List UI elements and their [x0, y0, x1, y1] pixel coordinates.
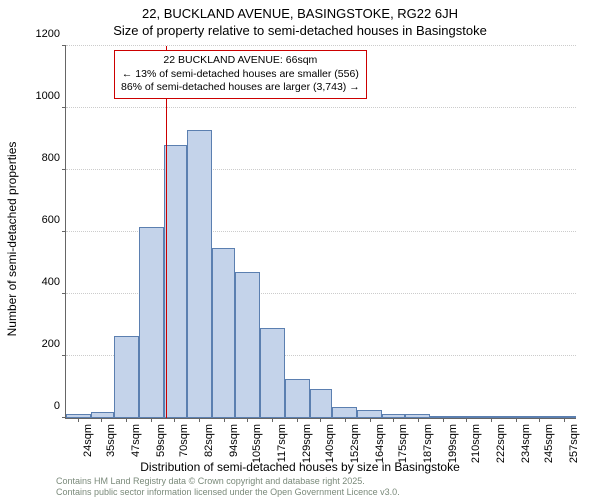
- ytick-label: 0: [54, 400, 66, 412]
- xtick-label: 117sqm: [276, 424, 288, 462]
- xtick-mark: [345, 418, 346, 422]
- histogram-bar: [164, 145, 187, 418]
- ytick-label: 1000: [36, 90, 66, 102]
- y-axis-label: Number of semi-detached properties: [5, 142, 19, 337]
- footer-attribution: Contains HM Land Registry data © Crown c…: [56, 476, 400, 498]
- xtick-mark: [539, 418, 540, 422]
- histogram-bar: [528, 416, 551, 418]
- annotation-line-3: 86% of semi-detached houses are larger (…: [121, 81, 360, 95]
- ytick-mark: [62, 355, 66, 356]
- xtick-mark: [418, 418, 419, 422]
- xtick-label: 35sqm: [105, 424, 117, 457]
- gridline: [66, 169, 576, 170]
- xtick-mark: [443, 418, 444, 422]
- xtick-mark: [491, 418, 492, 422]
- histogram-bar: [260, 328, 285, 418]
- annotation-box: 22 BUCKLAND AVENUE: 66sqm ← 13% of semi-…: [114, 50, 367, 99]
- xtick-mark: [174, 418, 175, 422]
- xtick-mark: [297, 418, 298, 422]
- xtick-label: 59sqm: [155, 424, 167, 457]
- xtick-mark: [247, 418, 248, 422]
- xtick-label: 175sqm: [397, 424, 409, 463]
- xtick-label: 47sqm: [130, 424, 142, 457]
- title-line-2: Size of property relative to semi-detach…: [0, 23, 600, 40]
- xtick-label: 140sqm: [324, 424, 336, 463]
- histogram-chart: 22, BUCKLAND AVENUE, BASINGSTOKE, RG22 6…: [0, 0, 600, 500]
- histogram-bar: [285, 379, 310, 418]
- title-line-1: 22, BUCKLAND AVENUE, BASINGSTOKE, RG22 6…: [0, 6, 600, 23]
- histogram-bar: [212, 248, 235, 419]
- ytick-mark: [62, 45, 66, 46]
- annotation-line-2: ← 13% of semi-detached houses are smalle…: [121, 68, 360, 82]
- xtick-mark: [224, 418, 225, 422]
- xtick-mark: [126, 418, 127, 422]
- xtick-label: 82sqm: [203, 424, 215, 457]
- histogram-bar: [382, 414, 405, 418]
- xtick-label: 152sqm: [349, 424, 361, 463]
- histogram-bar: [235, 272, 260, 418]
- xtick-label: 94sqm: [228, 424, 240, 457]
- xtick-label: 24sqm: [82, 424, 94, 457]
- annotation-line-1: 22 BUCKLAND AVENUE: 66sqm: [121, 54, 360, 68]
- reference-line: [166, 46, 167, 418]
- ytick-mark: [62, 231, 66, 232]
- xtick-label: 234sqm: [520, 424, 532, 463]
- histogram-bar: [332, 407, 357, 418]
- histogram-bar: [139, 227, 164, 418]
- xtick-mark: [393, 418, 394, 422]
- ytick-mark: [62, 293, 66, 294]
- xtick-label: 129sqm: [301, 424, 313, 463]
- histogram-bar: [91, 412, 114, 418]
- xtick-mark: [320, 418, 321, 422]
- ytick-label: 600: [42, 214, 66, 226]
- gridline: [66, 107, 576, 108]
- ytick-label: 400: [42, 276, 66, 288]
- ytick-mark: [62, 169, 66, 170]
- xtick-label: 210sqm: [470, 424, 482, 463]
- x-axis-label: Distribution of semi-detached houses by …: [0, 460, 600, 474]
- ytick-mark: [62, 107, 66, 108]
- footer-line-2: Contains public sector information licen…: [56, 487, 400, 498]
- xtick-label: 257sqm: [568, 424, 580, 463]
- xtick-label: 222sqm: [495, 424, 507, 463]
- footer-line-1: Contains HM Land Registry data © Crown c…: [56, 476, 400, 487]
- histogram-bar: [187, 130, 212, 418]
- xtick-mark: [516, 418, 517, 422]
- chart-title: 22, BUCKLAND AVENUE, BASINGSTOKE, RG22 6…: [0, 0, 600, 40]
- xtick-label: 245sqm: [543, 424, 555, 463]
- xtick-label: 70sqm: [178, 424, 190, 457]
- xtick-mark: [564, 418, 565, 422]
- histogram-bar: [114, 336, 139, 418]
- xtick-mark: [78, 418, 79, 422]
- histogram-bar: [310, 389, 333, 418]
- ytick-label: 200: [42, 338, 66, 350]
- xtick-mark: [151, 418, 152, 422]
- gridline: [66, 45, 576, 46]
- xtick-label: 105sqm: [251, 424, 263, 463]
- xtick-label: 187sqm: [422, 424, 434, 463]
- xtick-mark: [101, 418, 102, 422]
- histogram-bar: [357, 410, 382, 418]
- xtick-label: 164sqm: [374, 424, 386, 463]
- xtick-mark: [370, 418, 371, 422]
- xtick-mark: [199, 418, 200, 422]
- xtick-label: 199sqm: [447, 424, 459, 463]
- xtick-mark: [466, 418, 467, 422]
- xtick-mark: [272, 418, 273, 422]
- ytick-label: 800: [42, 152, 66, 164]
- histogram-bar: [455, 416, 478, 418]
- ytick-label: 1200: [36, 28, 66, 40]
- plot-area: 02004006008001000120024sqm35sqm47sqm59sq…: [65, 46, 576, 419]
